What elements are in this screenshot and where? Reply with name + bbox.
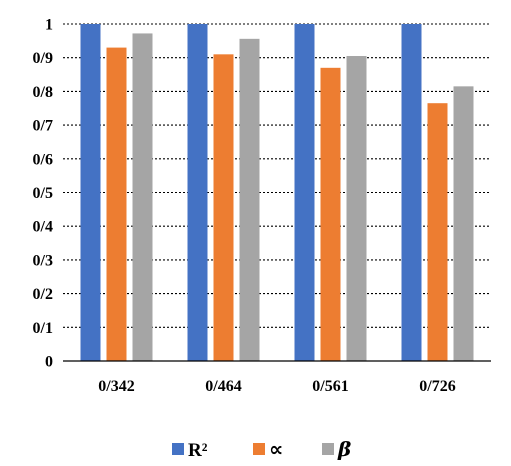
bar [239, 38, 260, 361]
legend-label: R² [188, 440, 208, 461]
legend-label: ∝ [269, 437, 283, 461]
legend-swatch [172, 443, 184, 455]
gridlines [63, 23, 491, 328]
y-tick-label: 1 [45, 17, 53, 34]
bar [132, 33, 153, 361]
bar [294, 24, 315, 361]
bar [80, 24, 101, 361]
bar [320, 67, 341, 361]
legend-swatch [253, 443, 265, 455]
y-tick-label: 0/2 [33, 286, 53, 303]
x-tick-label: 0/561 [312, 378, 348, 395]
y-tick-label: 0/7 [33, 118, 53, 135]
x-tick-label: 0/342 [98, 378, 134, 395]
y-tick-label: 0/5 [33, 185, 53, 202]
x-tick-labels: 0/342 0/464 0/561 0/726 [98, 378, 455, 395]
x-tick-label: 0/464 [205, 378, 241, 395]
bar [346, 56, 367, 361]
y-tick-label: 0/9 [33, 50, 53, 67]
legend-label: β [337, 437, 351, 461]
bar [401, 24, 422, 361]
legend: R² ∝ β [172, 437, 351, 461]
y-tick-labels: 0 0/1 0/2 0/3 0/4 0/5 0/6 0/7 0/8 0/9 1 [33, 17, 53, 371]
bar [427, 103, 448, 361]
y-tick-label: 0/6 [33, 151, 53, 168]
bars [80, 24, 474, 362]
bar [213, 54, 234, 362]
y-tick-label: 0/3 [33, 252, 53, 269]
y-tick-label: 0/4 [33, 219, 53, 236]
bar [453, 86, 474, 361]
y-tick-label: 0/8 [33, 84, 53, 101]
y-tick-label: 0 [45, 354, 53, 371]
y-tick-label: 0/1 [33, 320, 53, 337]
x-tick-label: 0/726 [419, 378, 455, 395]
bar [106, 47, 127, 362]
legend-swatch [322, 443, 334, 455]
bar [187, 24, 208, 361]
